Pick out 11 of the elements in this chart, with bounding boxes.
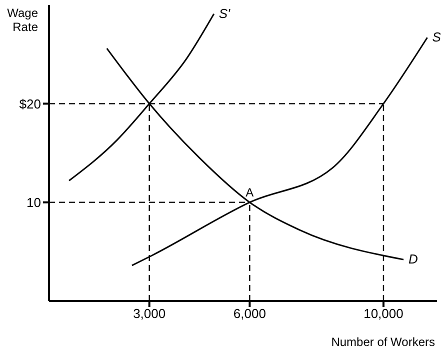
series-label: S' — [218, 6, 231, 21]
annotation: A — [246, 185, 254, 200]
x-tick-label: 3,000 — [133, 306, 166, 322]
y-tick-label: $20 — [19, 96, 41, 112]
x-tick-label: 10,000 — [364, 306, 404, 322]
series-label: S — [432, 30, 442, 45]
series-label: D — [408, 252, 418, 267]
x-axis-title: Number of Workers — [331, 335, 435, 348]
y-tick-label: 10 — [26, 194, 41, 210]
x-tick-label: 6,000 — [233, 306, 266, 322]
y-axis-title: Wage Rate — [6, 6, 38, 34]
